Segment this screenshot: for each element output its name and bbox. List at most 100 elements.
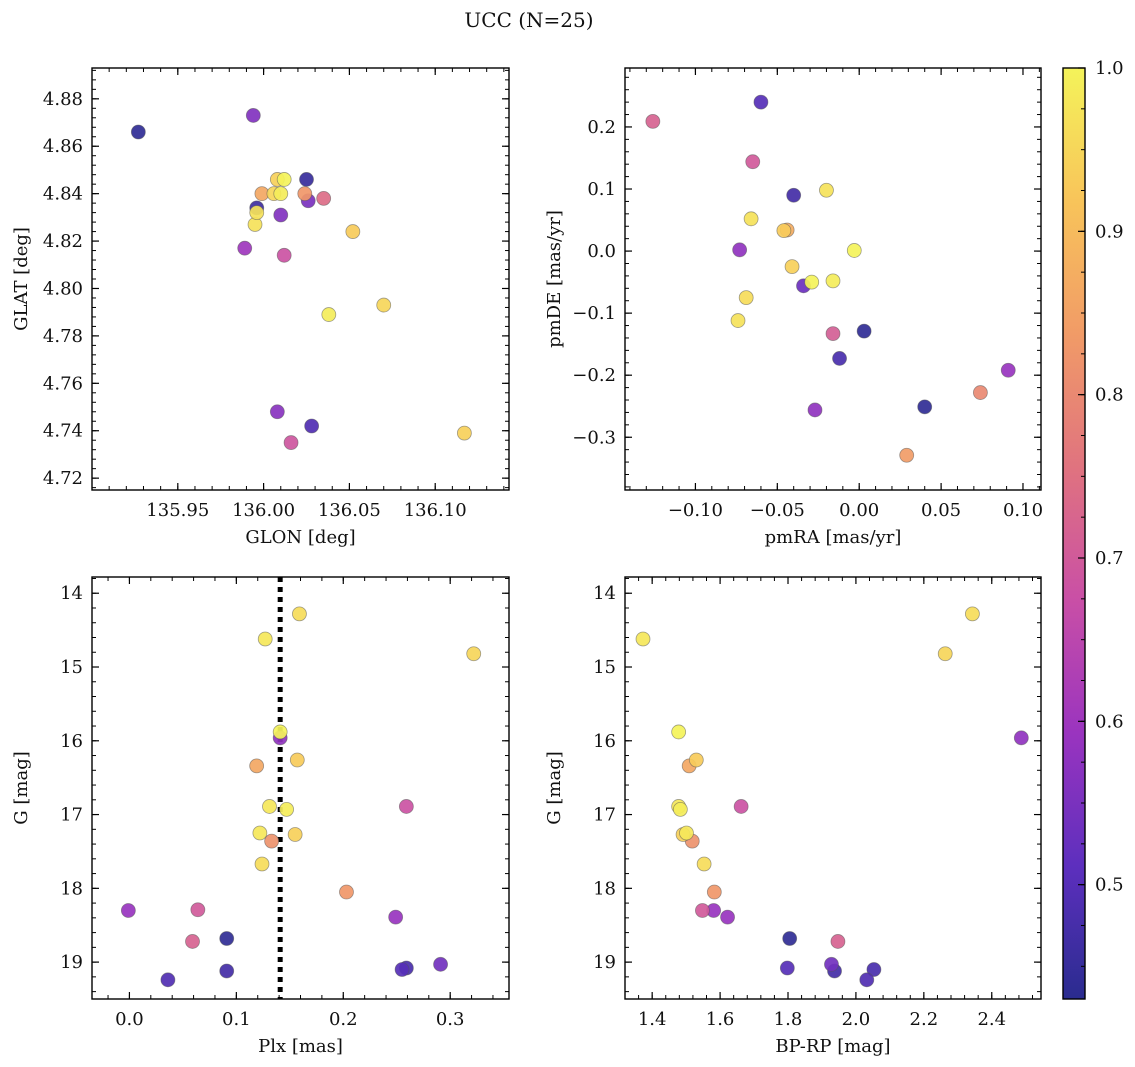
scatter-point xyxy=(287,827,303,842)
scatter-point xyxy=(160,972,176,988)
y-tick-label: 4.84 xyxy=(43,184,83,205)
y-tick-label: 16 xyxy=(593,731,616,752)
scatter-point xyxy=(743,211,759,227)
scatter-point xyxy=(376,297,392,313)
scatter-point xyxy=(1000,362,1016,378)
scatter-point xyxy=(264,833,280,849)
scatter-point xyxy=(433,956,448,972)
scatter-point xyxy=(120,903,136,918)
y-tick-label: 0.2 xyxy=(587,117,616,138)
scatter-point xyxy=(733,799,749,814)
x-tick-label: 2.2 xyxy=(910,1009,939,1030)
scatter-point xyxy=(130,124,146,140)
x-tick-label: 1.6 xyxy=(706,1009,735,1030)
y-tick-label: 14 xyxy=(60,583,83,604)
y-tick-label: 19 xyxy=(60,952,83,973)
scatter-point xyxy=(254,856,270,872)
scatter-point xyxy=(456,425,472,441)
scatter-point xyxy=(1013,730,1029,746)
scatter-point xyxy=(819,182,834,198)
scatter-point xyxy=(304,418,320,434)
scatter-point xyxy=(262,799,277,814)
colorbar-tick-label: 0.7 xyxy=(1095,548,1124,569)
x-axis-label: Plx [mas] xyxy=(258,1036,343,1057)
y-tick-label: −0.3 xyxy=(572,427,616,448)
y-tick-label: 4.80 xyxy=(43,278,83,299)
y-tick-label: 4.86 xyxy=(43,136,83,157)
scatter-point xyxy=(720,909,735,925)
figure-title: UCC (N=25) xyxy=(464,8,594,32)
scatter-point xyxy=(866,962,882,977)
axes-frame xyxy=(624,67,1042,491)
x-tick-label: 0.2 xyxy=(329,1009,358,1030)
colorbar-tick-label: 0.8 xyxy=(1095,385,1124,406)
axes-frame xyxy=(91,576,510,1000)
y-axis-label: G [mag] xyxy=(11,751,32,824)
scatter-point xyxy=(776,223,792,238)
colorbar-tick-label: 0.9 xyxy=(1095,221,1124,242)
y-axis-label: G [mag] xyxy=(544,751,565,824)
x-tick-label: 135.95 xyxy=(146,500,209,521)
scatter-point xyxy=(688,752,704,768)
scatter-point xyxy=(973,385,988,400)
scatter-point xyxy=(899,447,915,463)
x-axis-label: pmRA [mas/yr] xyxy=(765,527,902,548)
y-tick-label: −0.1 xyxy=(572,303,616,324)
scatter-point xyxy=(321,307,337,322)
scatter-point xyxy=(388,909,404,925)
x-tick-label: −0.05 xyxy=(750,500,805,521)
scatter-point xyxy=(273,186,289,202)
y-tick-label: 19 xyxy=(593,952,616,973)
y-tick-label: 17 xyxy=(593,805,616,826)
scatter-point xyxy=(672,801,688,817)
y-tick-label: 4.76 xyxy=(43,373,83,394)
scatter-point xyxy=(345,224,361,239)
scatter-point xyxy=(825,326,841,342)
y-tick-label: 0.1 xyxy=(587,179,616,200)
scatter-point xyxy=(339,884,354,900)
colorbar-tick-label: 1.0 xyxy=(1095,58,1124,79)
scatter-point xyxy=(273,207,289,223)
scatter-point xyxy=(832,351,847,366)
scatter-point xyxy=(316,190,332,206)
scatter-point xyxy=(859,972,875,988)
x-tick-label: 136.00 xyxy=(232,500,295,521)
scatter-point xyxy=(190,902,206,918)
y-tick-label: 4.88 xyxy=(43,89,83,110)
x-axis-label: BP-RP [mag] xyxy=(775,1036,890,1057)
y-tick-label: 15 xyxy=(593,657,616,678)
y-tick-label: 4.78 xyxy=(43,326,83,347)
scatter-point xyxy=(738,290,754,306)
x-axis-label: GLON [deg] xyxy=(245,527,355,548)
scatter-point xyxy=(779,960,795,976)
scatter-point xyxy=(297,186,313,202)
scatter-point xyxy=(289,752,305,768)
scatter-point xyxy=(185,934,200,949)
scatter-point xyxy=(292,606,307,622)
scatter-point xyxy=(807,402,823,418)
scatter-point xyxy=(706,884,722,900)
scatter-point xyxy=(745,154,761,170)
scatter-point xyxy=(825,273,841,289)
colorbar-tick-label: 0.5 xyxy=(1095,875,1124,896)
axes-frame xyxy=(624,576,1042,1000)
y-axis-label: GLAT [deg] xyxy=(11,227,32,331)
y-tick-label: 4.74 xyxy=(43,421,83,442)
scatter-point xyxy=(276,247,292,263)
scatter-point xyxy=(299,172,314,187)
scatter-point xyxy=(245,108,261,123)
y-tick-label: 18 xyxy=(593,878,616,899)
y-tick-label: 16 xyxy=(60,731,83,752)
scatter-point xyxy=(856,323,872,339)
scatter-point xyxy=(917,399,933,415)
scatter-point xyxy=(696,856,712,872)
scatter-point xyxy=(830,934,846,949)
scatter-point xyxy=(730,313,746,328)
scatter-point xyxy=(635,631,651,647)
scatter-point xyxy=(279,801,295,817)
y-tick-label: 0.0 xyxy=(587,241,616,262)
scatter-point xyxy=(269,404,285,420)
x-tick-label: 1.4 xyxy=(638,1009,667,1030)
